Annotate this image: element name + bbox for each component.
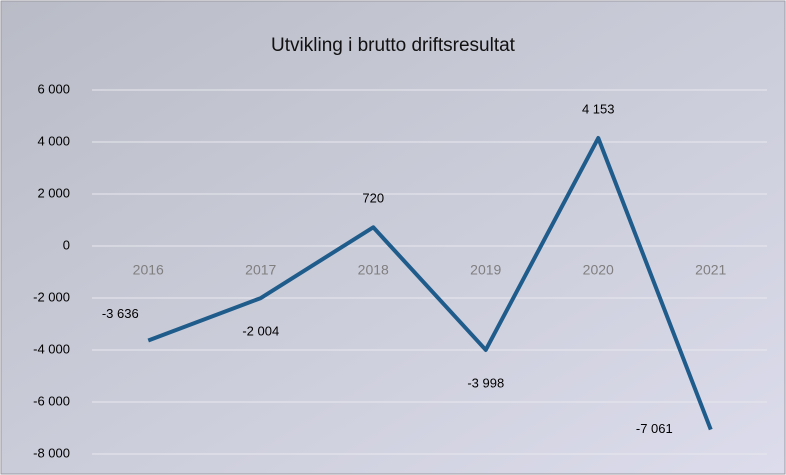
x-tick-label: 2018 [358,262,389,278]
y-tick-label: -4 000 [33,341,70,356]
line [147,136,713,431]
y-tick-label: -2 000 [33,289,70,304]
x-tick-label: 2017 [245,262,276,278]
x-tick-label: 2020 [583,262,614,278]
y-tick-label: -8 000 [33,445,70,460]
chart-title: Utvikling i brutto driftsresultat [271,35,516,56]
data-label: 720 [362,191,384,206]
data-label: 4 153 [582,101,615,116]
y-tick-label: 6 000 [37,81,70,96]
y-tick-label: -6 000 [33,393,70,408]
data-label: -7 061 [636,421,673,436]
data-label: -3 636 [102,306,139,321]
x-tick-label: 2019 [470,262,501,278]
data-label: -3 998 [467,375,504,390]
data-label: -2 004 [242,324,279,339]
y-tick-label: 2 000 [37,185,70,200]
x-tick-label: 2016 [133,262,164,278]
x-tick-label: 2021 [695,262,726,278]
y-tick-label: 0 [63,237,70,252]
y-tick-label: 4 000 [37,133,70,148]
